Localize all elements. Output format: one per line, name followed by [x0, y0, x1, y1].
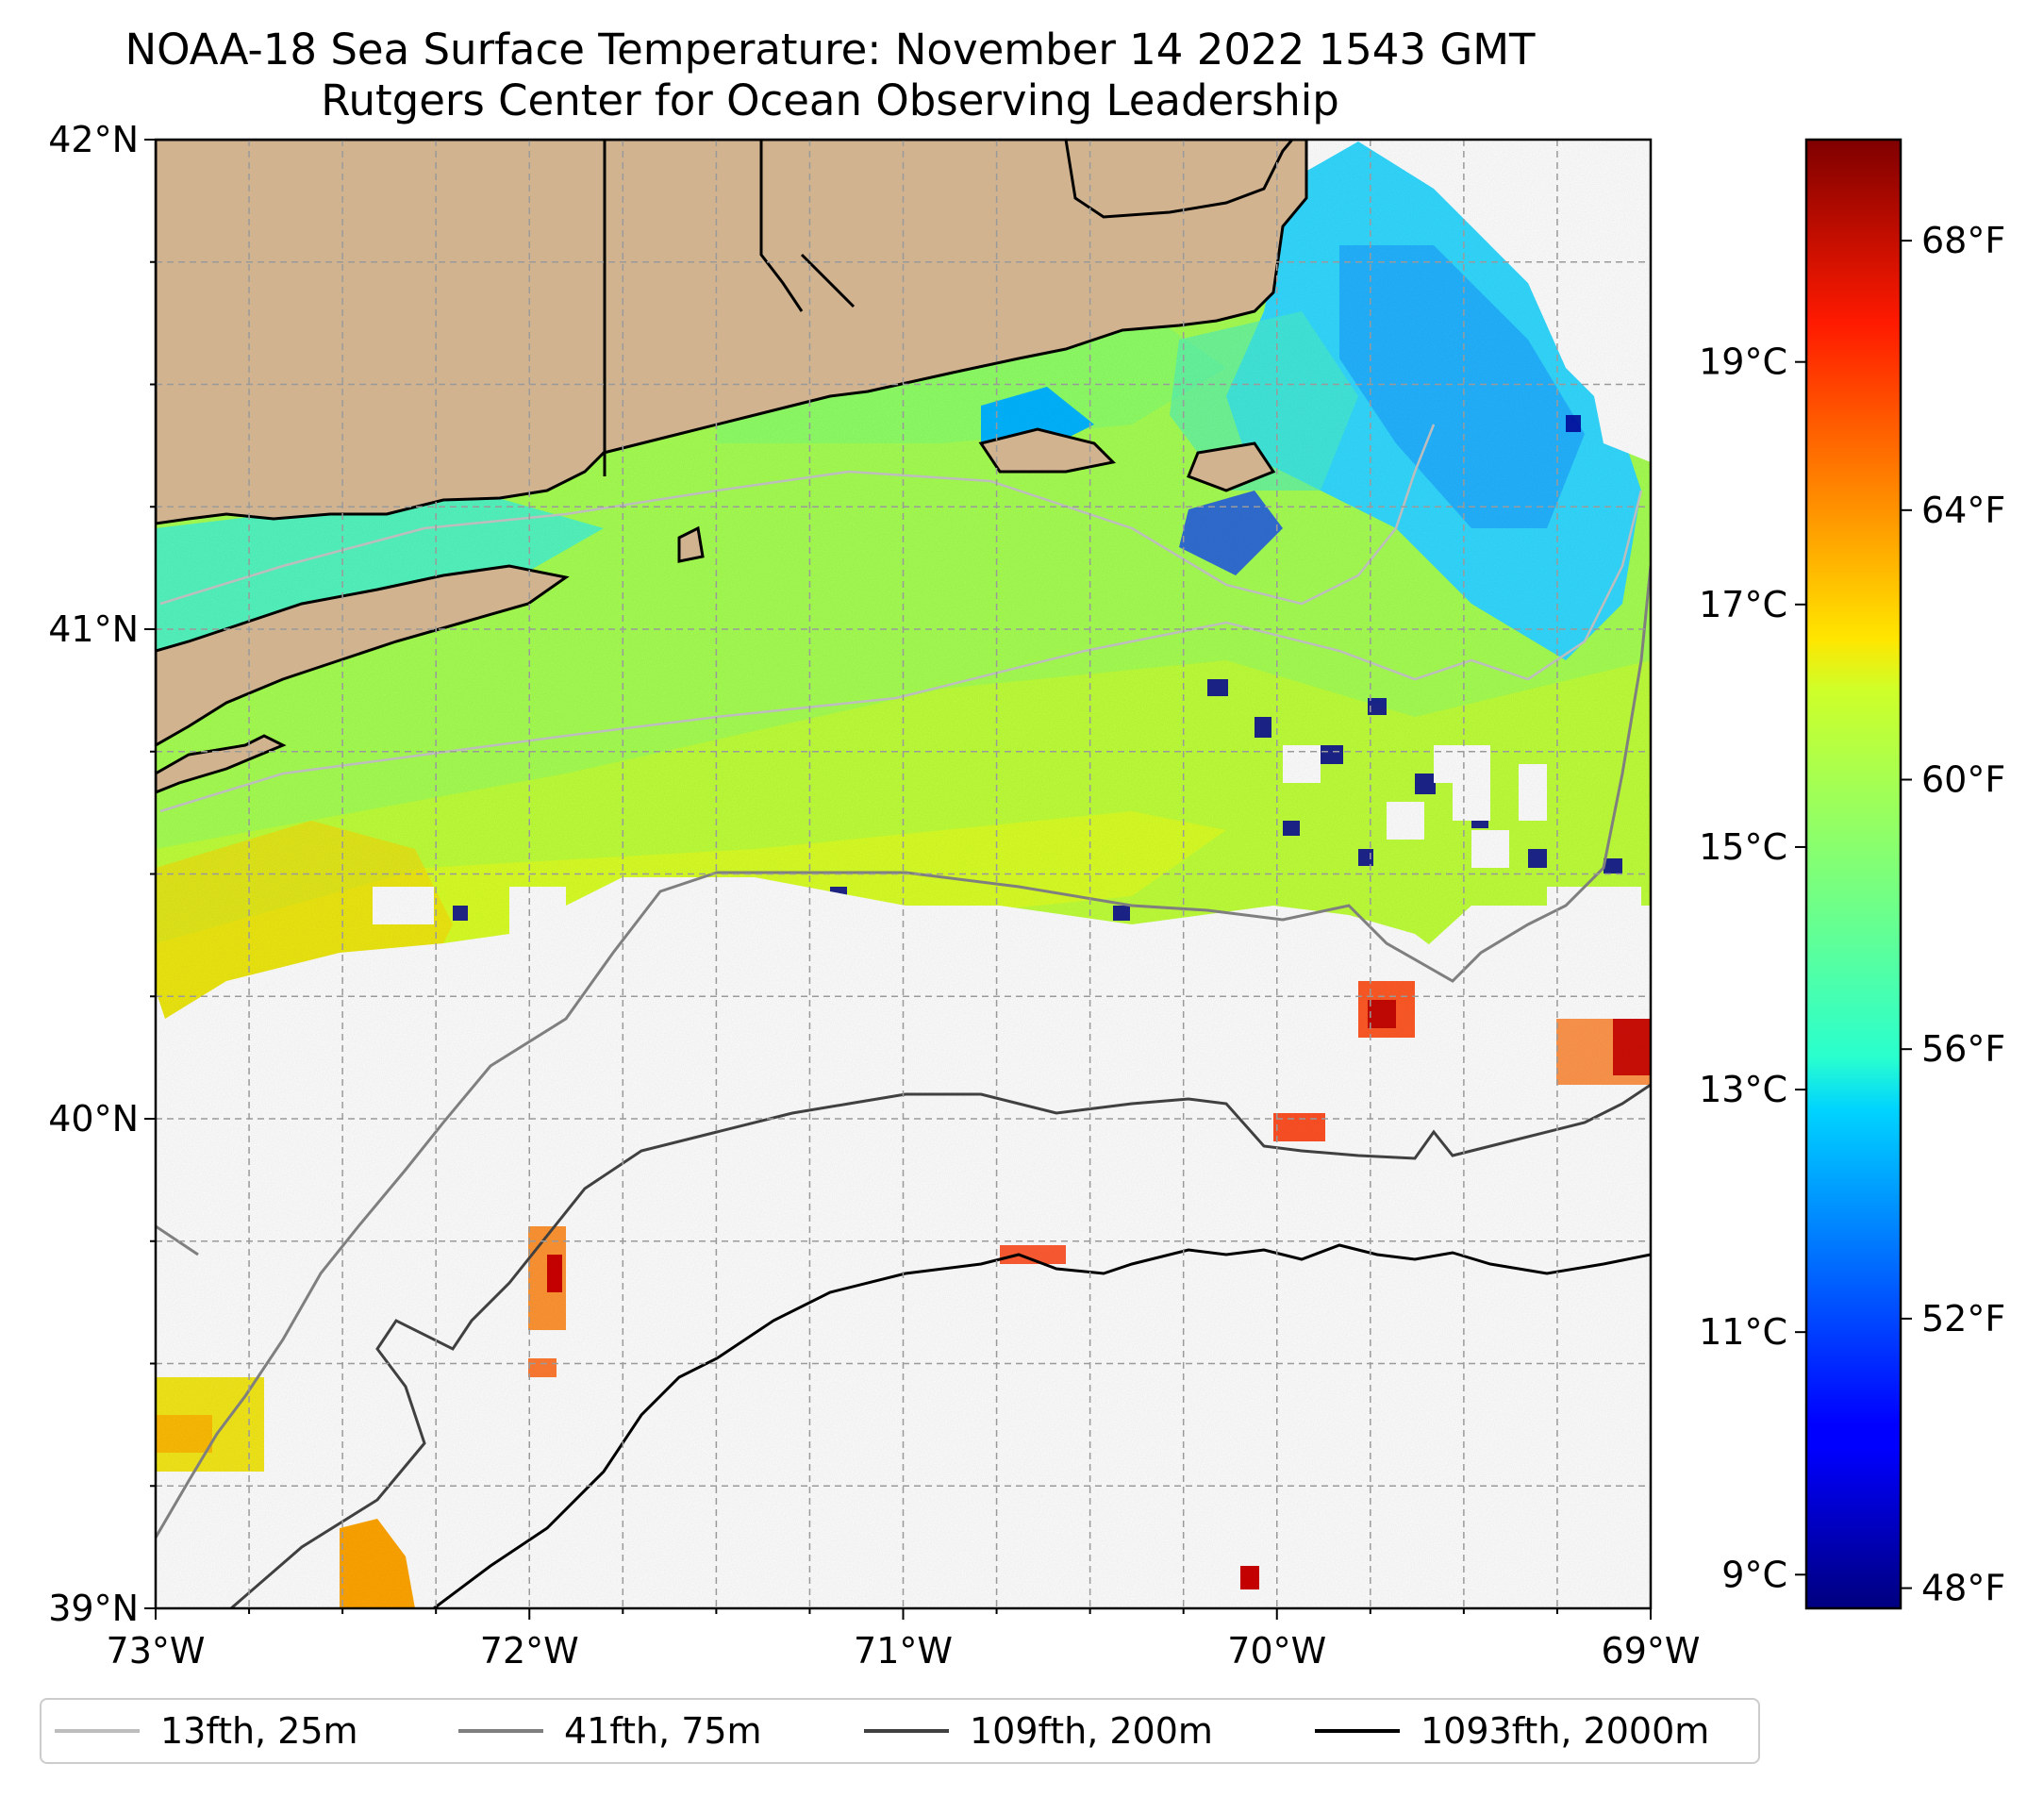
legend-label: 109fth, 200m	[970, 1710, 1213, 1752]
legend-item: 1093fth, 2000m	[1315, 1700, 1709, 1762]
colorbar-celsius-label: 15°C	[1699, 826, 1787, 868]
land	[156, 140, 1308, 794]
x-tick-label: 72°W	[480, 1630, 579, 1672]
colorbar-fahrenheit-label: 68°F	[1921, 220, 2005, 261]
colorbar-fahrenheit-label: 64°F	[1921, 490, 2005, 531]
colorbar-gradient	[1804, 138, 1903, 1610]
legend-item: 109fth, 200m	[864, 1700, 1213, 1762]
x-tick-label: 70°W	[1227, 1630, 1326, 1672]
colorbar-fahrenheit-ticks: 48°F 52°F 56°F 60°F 64°F 68°F	[1901, 220, 2005, 1609]
colorbar-celsius-label: 13°C	[1699, 1069, 1787, 1110]
contour-75m	[156, 565, 1651, 1539]
state-borders	[603, 140, 856, 476]
y-tick-label: 39°N	[48, 1588, 139, 1629]
y-tick-label: 42°N	[48, 119, 139, 160]
x-tick-label: 73°W	[107, 1630, 206, 1672]
colorbar-celsius-ticks: 9°C 11°C 13°C 15°C 17°C 19°C	[1699, 341, 1806, 1595]
y-tick-label: 41°N	[48, 608, 139, 650]
colorbar-fahrenheit-label: 60°F	[1921, 759, 2005, 801]
x-tick-label: 69°W	[1602, 1630, 1701, 1672]
map-panel	[154, 138, 1653, 1610]
legend-label: 41fth, 75m	[564, 1710, 762, 1752]
colorbar-celsius-label: 11°C	[1699, 1311, 1787, 1353]
y-tick-label: 40°N	[48, 1098, 139, 1140]
chart-subtitle: Rutgers Center for Ocean Observing Leade…	[321, 75, 1339, 125]
colorbar-celsius-label: 19°C	[1699, 341, 1787, 383]
bathymetry-contours	[156, 424, 1651, 1608]
contour-200m	[230, 1083, 1651, 1608]
colorbar-fahrenheit-label: 52°F	[1921, 1298, 2005, 1339]
colorbar-fahrenheit-label: 48°F	[1921, 1568, 2005, 1609]
legend-swatch-75m	[458, 1729, 543, 1733]
legend: 13fth, 25m 41fth, 75m 109fth, 200m 1093f…	[40, 1698, 1760, 1764]
colorbar-celsius-label: 17°C	[1699, 584, 1787, 625]
legend-item: 13fth, 25m	[55, 1700, 358, 1762]
y-axis: 42°N 41°N 40°N 39°N	[48, 119, 156, 1629]
contour-2000m	[433, 1243, 1651, 1608]
legend-label: 13fth, 25m	[160, 1710, 358, 1752]
contour-25m	[159, 424, 1436, 606]
x-tick-label: 71°W	[854, 1630, 953, 1672]
legend-item: 41fth, 75m	[458, 1700, 762, 1762]
legend-label: 1093fth, 2000m	[1421, 1710, 1710, 1752]
colorbar: 9°C 11°C 13°C 15°C 17°C 19°C 48°F 52°F 56°F 60°F…	[1699, 138, 2005, 1610]
legend-swatch-200m	[864, 1729, 949, 1733]
legend-swatch-25m	[55, 1729, 140, 1733]
colorbar-celsius-label: 9°C	[1721, 1554, 1787, 1595]
chart-title: NOAA-18 Sea Surface Temperature: Novembe…	[125, 25, 1536, 75]
x-axis: 73°W 72°W 71°W 70°W 69°W	[107, 1608, 1701, 1672]
colorbar-fahrenheit-label: 56°F	[1921, 1028, 2005, 1070]
legend-swatch-2000m	[1315, 1729, 1400, 1733]
